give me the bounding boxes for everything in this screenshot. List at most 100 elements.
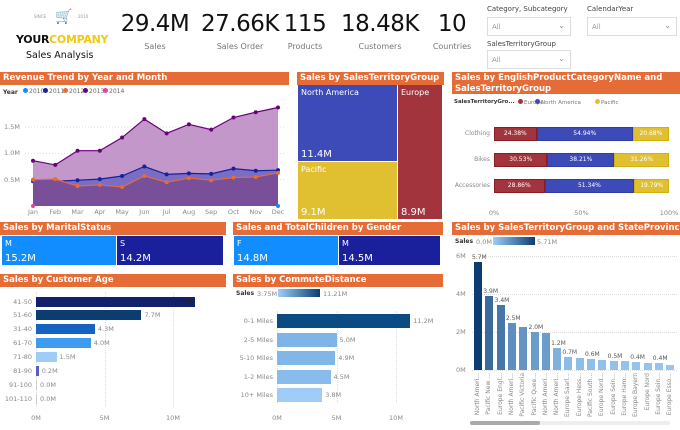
treemap-tile-male[interactable]: M 14.5M — [339, 236, 440, 265]
bar-segment[interactable]: 30.53% — [494, 153, 548, 167]
bar[interactable] — [496, 305, 505, 370]
legend-dot — [595, 99, 600, 104]
point-2012 — [253, 175, 258, 180]
bar[interactable] — [36, 297, 195, 307]
bar-segment[interactable]: 19.79% — [634, 179, 669, 193]
treemap-tile-north-america[interactable]: North America 11.4M — [298, 85, 397, 161]
legend-item[interactable]: Pacific — [595, 99, 618, 106]
treemap-tile-married[interactable]: M 15.2M — [2, 236, 116, 265]
data-label: 0.0M — [40, 395, 56, 403]
point-2012 — [31, 177, 35, 182]
bar-segment[interactable]: 20.68% — [632, 127, 669, 141]
point-2010 — [276, 204, 280, 208]
bar[interactable] — [36, 310, 142, 320]
bar-segment[interactable]: 54.94% — [536, 127, 633, 141]
legend-item[interactable]: 2011 — [43, 88, 64, 95]
category-label: 10+ Miles — [240, 391, 273, 399]
point-2012 — [276, 170, 280, 175]
bar[interactable] — [277, 333, 337, 347]
x-tick-label: Pacific Victoria — [519, 373, 527, 417]
legend-dot — [535, 99, 540, 104]
x-tick-label: 10M — [389, 414, 403, 422]
bar[interactable] — [654, 362, 663, 370]
slicer-value: All — [492, 56, 501, 64]
bar[interactable] — [643, 362, 652, 370]
legend-label: 2013 — [89, 88, 105, 95]
x-tick-label: North Ameri... — [541, 373, 549, 416]
tile-value: 15.2M — [5, 253, 36, 264]
scrollbar-thumb[interactable] — [470, 421, 540, 425]
data-label: 0.4M — [652, 354, 668, 362]
bar[interactable] — [485, 295, 494, 370]
legend-item[interactable]: 2010 — [23, 88, 44, 95]
bar[interactable] — [277, 388, 323, 402]
bar[interactable] — [575, 357, 584, 370]
legend-item[interactable]: 2012 — [63, 88, 84, 95]
treemap-tile-single[interactable]: S 14.2M — [117, 236, 223, 265]
data-label: 1.5M — [59, 353, 76, 361]
bar[interactable] — [519, 327, 528, 370]
bar[interactable] — [564, 356, 573, 370]
category-label: 101-110 — [4, 395, 32, 403]
treemap-tile-europe[interactable]: Europe 8.9M — [398, 85, 442, 219]
slicer-dropdown[interactable]: All ⌄ — [587, 17, 677, 36]
category-label: 61-70 — [13, 339, 32, 347]
bar-segment[interactable]: 24.38% — [494, 127, 537, 141]
bar[interactable] — [530, 332, 539, 370]
x-tick-label: Europe Saarl... — [564, 372, 572, 417]
slicer-dropdown[interactable]: All ⌄ — [487, 17, 571, 36]
bar[interactable] — [36, 324, 95, 334]
tile-name: M — [5, 239, 12, 248]
commute-title: Sales by CommuteDistance — [233, 274, 443, 287]
bar[interactable] — [36, 380, 37, 390]
category-label: 31-40 — [13, 325, 32, 333]
legend-item[interactable]: 2014 — [103, 88, 124, 95]
bar-segment[interactable]: 38.21% — [547, 153, 615, 167]
legend-item[interactable]: Europe — [518, 99, 543, 106]
bar[interactable] — [609, 360, 618, 370]
point-2013 — [97, 148, 102, 153]
bar[interactable] — [474, 261, 482, 370]
treemap-tile-female[interactable]: F 14.8M — [234, 236, 338, 265]
bar[interactable] — [36, 338, 91, 348]
y-tick-label: 2M — [456, 328, 466, 336]
bar[interactable] — [553, 348, 562, 370]
gridline — [472, 332, 677, 333]
bar[interactable] — [598, 359, 607, 370]
legend-label: North America — [541, 100, 581, 106]
horizontal-scrollbar[interactable] — [470, 421, 670, 425]
point-2011 — [253, 168, 258, 173]
legend-item[interactable]: North America — [535, 99, 581, 106]
bar[interactable] — [587, 358, 595, 370]
slicer-value: All — [592, 23, 601, 31]
gridline — [472, 294, 677, 295]
treemap-tile-pacific[interactable]: Pacific 9.1M — [298, 162, 397, 219]
point-2013 — [276, 105, 280, 110]
area-2012 — [33, 172, 278, 206]
legend-dot — [103, 88, 108, 93]
bar[interactable] — [666, 364, 675, 370]
bar[interactable] — [36, 394, 37, 404]
bar[interactable] — [620, 361, 629, 370]
point-2012 — [75, 183, 80, 188]
bar[interactable] — [277, 351, 336, 365]
kpi-value: 29.4M — [120, 11, 190, 37]
legend-item[interactable]: 2013 — [83, 88, 104, 95]
report-subtitle: Sales Analysis — [26, 50, 94, 61]
bar[interactable] — [277, 370, 331, 384]
bar-segment[interactable]: 28.86% — [494, 179, 545, 193]
tile-name: North America — [301, 88, 359, 97]
bar[interactable] — [632, 362, 641, 370]
bar[interactable] — [36, 366, 39, 376]
bar[interactable] — [507, 323, 516, 370]
bar-segment[interactable]: 51.34% — [544, 179, 635, 193]
slicer-dropdown[interactable]: All ⌄ — [487, 50, 571, 69]
x-tick-label: Pacific New ... — [485, 373, 493, 415]
y-tick-label: 6M — [456, 252, 466, 260]
bar[interactable] — [36, 352, 57, 362]
bar-segment[interactable]: 31.26% — [614, 153, 669, 167]
point-2013 — [164, 131, 169, 136]
bar[interactable] — [277, 314, 411, 328]
bar[interactable] — [541, 332, 550, 370]
data-label: 3.8M — [325, 391, 342, 399]
